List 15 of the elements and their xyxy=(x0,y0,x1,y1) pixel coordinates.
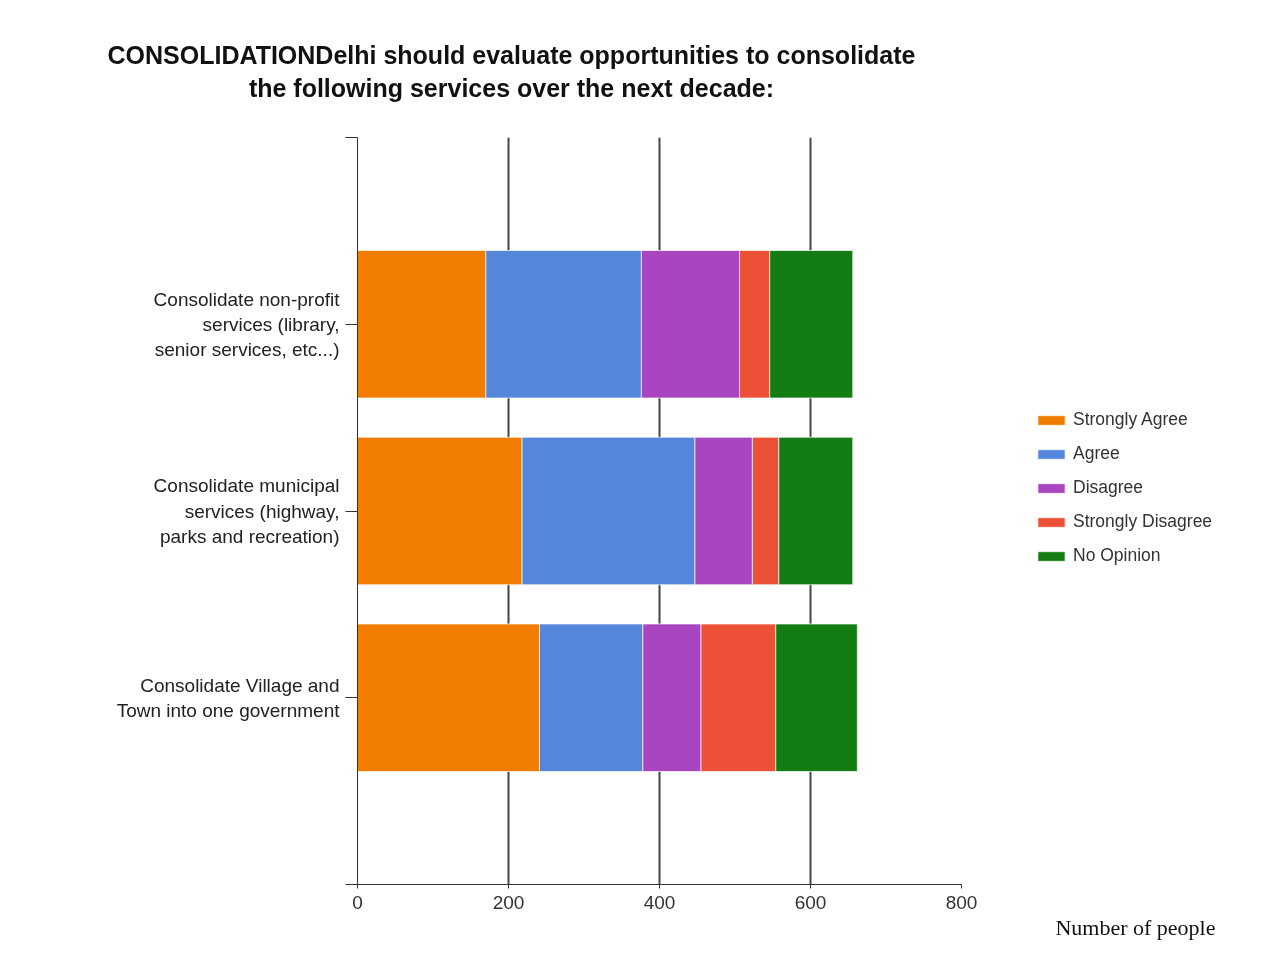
x-tick-label: 600 xyxy=(794,891,827,913)
legend-label: Disagree xyxy=(1073,477,1144,498)
chart-title: CONSOLIDATIONDelhi should evaluate opportunities to consolidate the following services over the next decade: xyxy=(107,40,916,103)
x-tick-label: 0 xyxy=(352,891,363,913)
text: Number of people xyxy=(1055,914,1216,940)
x-tick-label: 400 xyxy=(643,891,676,913)
y-tick-label: Consolidate non-profit services (library, senior services, etc...) xyxy=(153,288,341,360)
x-tick-label: 800 xyxy=(945,891,978,913)
y-tick-label: Consolidate municipal services (highway, parks and recreation) xyxy=(153,475,340,547)
legend-label: No Opinion xyxy=(1073,545,1161,566)
legend-label: Agree xyxy=(1073,443,1120,464)
x-tick-label: 200 xyxy=(492,891,525,913)
y-tick-label: Consolidate Village and Town into one government xyxy=(116,674,341,721)
legend-label: Strongly Agree xyxy=(1073,409,1188,430)
legend-label: Strongly Disagree xyxy=(1073,511,1213,532)
